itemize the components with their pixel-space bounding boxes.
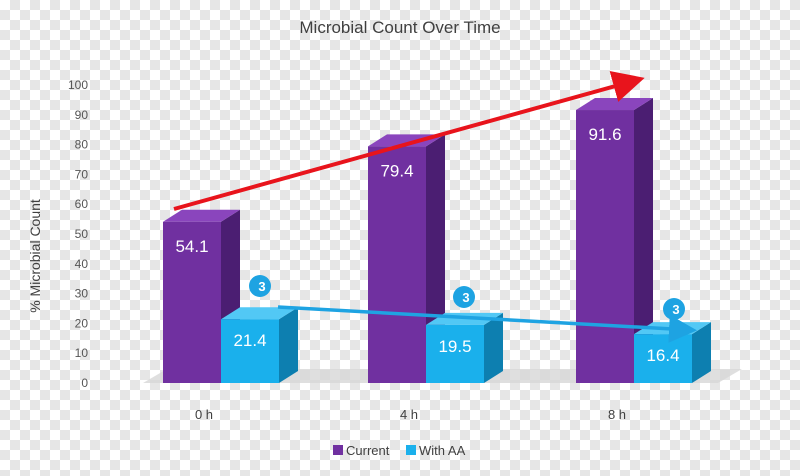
- bar-group: 54.1 21.4 79.4 19.5 91.6 16.4: [163, 98, 711, 384]
- data-label: 21.4: [233, 331, 266, 350]
- y-tick-label: 30: [75, 287, 89, 301]
- y-tick-label: 0: [81, 376, 88, 390]
- badge: 3: [663, 298, 685, 320]
- y-axis-ticks: 0 10 20 30 40 50 60 70 80 90 100: [68, 78, 88, 390]
- badge-text: 3: [672, 302, 679, 317]
- y-tick-label: 50: [75, 227, 89, 241]
- chart-title: Microbial Count Over Time: [299, 18, 500, 37]
- bar-top: [221, 307, 298, 320]
- bar-front: [576, 110, 634, 384]
- y-tick-label: 100: [68, 78, 88, 92]
- bar-current-8h: 91.6: [576, 98, 653, 384]
- bar-side: [279, 307, 298, 383]
- data-label: 91.6: [588, 125, 621, 144]
- x-tick-label: 0 h: [195, 407, 213, 422]
- bar-side: [634, 98, 653, 384]
- badge-circle: [453, 286, 475, 308]
- y-tick-label: 20: [75, 316, 89, 330]
- data-label: 54.1: [175, 237, 208, 256]
- y-tick-label: 70: [75, 167, 89, 181]
- bar-front: [221, 319, 279, 383]
- y-tick-label: 10: [75, 346, 89, 360]
- y-tick-label: 40: [75, 257, 89, 271]
- legend: Current With AA: [333, 443, 466, 458]
- legend-label: Current: [346, 443, 390, 458]
- data-label: 16.4: [646, 346, 679, 365]
- badge-circle: [249, 275, 271, 297]
- y-tick-label: 80: [75, 138, 89, 152]
- y-tick-label: 60: [75, 197, 89, 211]
- data-label: 19.5: [438, 337, 471, 356]
- badges: 3 3 3: [249, 275, 685, 320]
- legend-swatch: [333, 445, 343, 455]
- bar-with-aa-4h: 19.5: [426, 312, 503, 383]
- x-axis-ticks: 0 h 4 h 8 h: [195, 407, 626, 422]
- badge-circle: [663, 298, 685, 320]
- bar-front: [163, 221, 221, 383]
- legend-label: With AA: [419, 443, 466, 458]
- data-label: 79.4: [380, 161, 413, 180]
- bar-front: [368, 146, 426, 383]
- bar-with-aa-0h: 21.4: [221, 307, 298, 383]
- bar-with-aa-8h: 16.4: [634, 322, 711, 383]
- bar-top: [163, 209, 240, 222]
- badge: 3: [453, 286, 475, 308]
- badge-text: 3: [258, 279, 265, 294]
- x-tick-label: 4 h: [400, 407, 418, 422]
- badge-text: 3: [462, 290, 469, 305]
- bar-front: [426, 324, 484, 383]
- y-axis-label: % Microbial Count: [27, 199, 43, 313]
- trend-arrow-current: [173, 71, 645, 211]
- bar-side: [484, 312, 503, 383]
- legend-item-current: Current: [333, 443, 390, 458]
- legend-item-with-aa: With AA: [406, 443, 466, 458]
- trend-arrows: [173, 71, 697, 343]
- legend-swatch: [406, 445, 416, 455]
- x-tick-label: 8 h: [608, 407, 626, 422]
- y-tick-label: 90: [75, 108, 89, 122]
- trend-arrow-with-aa: [277, 305, 697, 343]
- badge: 3: [249, 275, 271, 297]
